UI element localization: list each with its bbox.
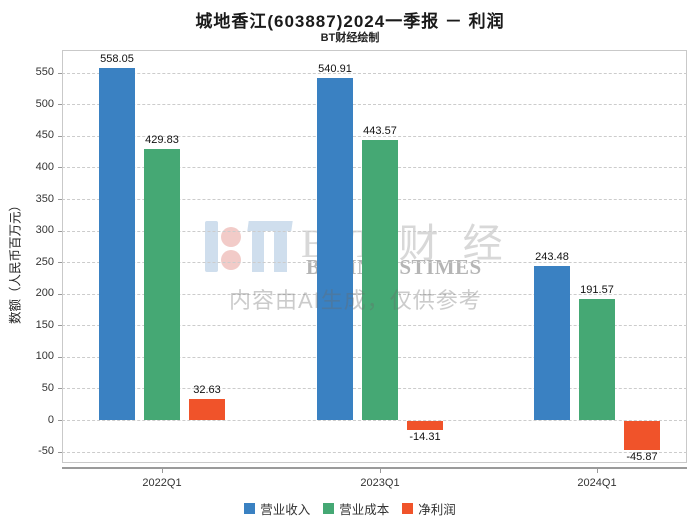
bar-value-label: 558.05 (100, 52, 134, 65)
x-axis-line (62, 467, 687, 469)
bar-净利润-2024Q1 (624, 421, 660, 450)
y-tick-mark (58, 199, 62, 201)
legend-item: 净利润 (402, 499, 456, 518)
y-tick-label: 250 (35, 255, 54, 268)
bar-净利润-2022Q1 (189, 399, 225, 421)
legend-swatch (323, 503, 335, 514)
y-tick-mark (58, 420, 62, 422)
y-tick-label: 100 (35, 350, 54, 363)
x-tick-label: 2023Q1 (360, 477, 400, 489)
legend-item: 营业成本 (323, 499, 389, 518)
x-tick-label: 2024Q1 (577, 477, 617, 489)
y-tick-mark (58, 262, 62, 264)
bar-value-label: 191.57 (580, 284, 614, 297)
y-tick-mark (58, 72, 62, 74)
bar-营业成本-2023Q1 (362, 139, 398, 421)
y-tick-mark (58, 356, 62, 358)
legend: 营业收入 营业成本 净利润 (0, 499, 700, 518)
bar-value-label: -14.31 (409, 431, 441, 444)
gridline (62, 104, 687, 106)
y-tick-mark (58, 230, 62, 232)
legend-item: 营业收入 (244, 499, 310, 518)
bar-value-label: -45.87 (626, 451, 658, 464)
y-tick-mark (58, 135, 62, 137)
y-tick-label: 50 (41, 381, 54, 394)
y-tick-label: 450 (35, 129, 54, 142)
y-tick-mark (58, 104, 62, 106)
y-tick-label: 550 (35, 66, 54, 79)
chart-title: 城地香江(603887)2024一季报 － 利润 (195, 12, 505, 31)
y-tick-label: 500 (35, 97, 54, 110)
x-tick-label: 2022Q1 (142, 477, 182, 489)
y-tick-label: 350 (35, 192, 54, 205)
y-tick-mark (58, 388, 62, 390)
bar-营业收入-2023Q1 (317, 78, 353, 421)
legend-swatch (244, 503, 256, 514)
y-tick-mark (58, 293, 62, 295)
plot-area (62, 50, 687, 463)
bar-营业成本-2024Q1 (579, 299, 615, 421)
bar-value-label: 32.63 (193, 384, 221, 397)
y-tick-label: 150 (35, 318, 54, 331)
y-tick-label: 200 (35, 287, 54, 300)
bar-value-label: 243.48 (535, 251, 569, 264)
chart-subtitle: BT财经绘制 (320, 32, 380, 44)
y-tick-label: 400 (35, 160, 54, 173)
x-tick-mark (380, 469, 381, 473)
y-tick-label: -50 (38, 445, 54, 458)
legend-swatch (402, 503, 414, 514)
bar-净利润-2023Q1 (407, 421, 443, 431)
bar-营业成本-2022Q1 (144, 148, 180, 421)
bar-营业收入-2022Q1 (99, 67, 135, 421)
gridline (62, 135, 687, 137)
bar-value-label: 429.83 (145, 133, 179, 146)
y-tick-label: 0 (47, 413, 54, 426)
gridline (62, 420, 687, 422)
y-tick-label: 300 (35, 224, 54, 237)
y-tick-mark (58, 167, 62, 169)
legend-label: 营业成本 (339, 503, 390, 517)
gridline (62, 72, 687, 74)
bar-value-label: 443.57 (363, 124, 397, 137)
x-tick-mark (597, 469, 598, 473)
legend-label: 营业收入 (260, 503, 311, 517)
bar-value-label: 540.91 (318, 63, 352, 76)
y-tick-mark (58, 325, 62, 327)
legend-label: 净利润 (418, 503, 456, 517)
x-tick-mark (162, 469, 163, 473)
bar-营业收入-2024Q1 (534, 266, 570, 421)
y-tick-mark (58, 451, 62, 453)
gridline (62, 451, 687, 453)
